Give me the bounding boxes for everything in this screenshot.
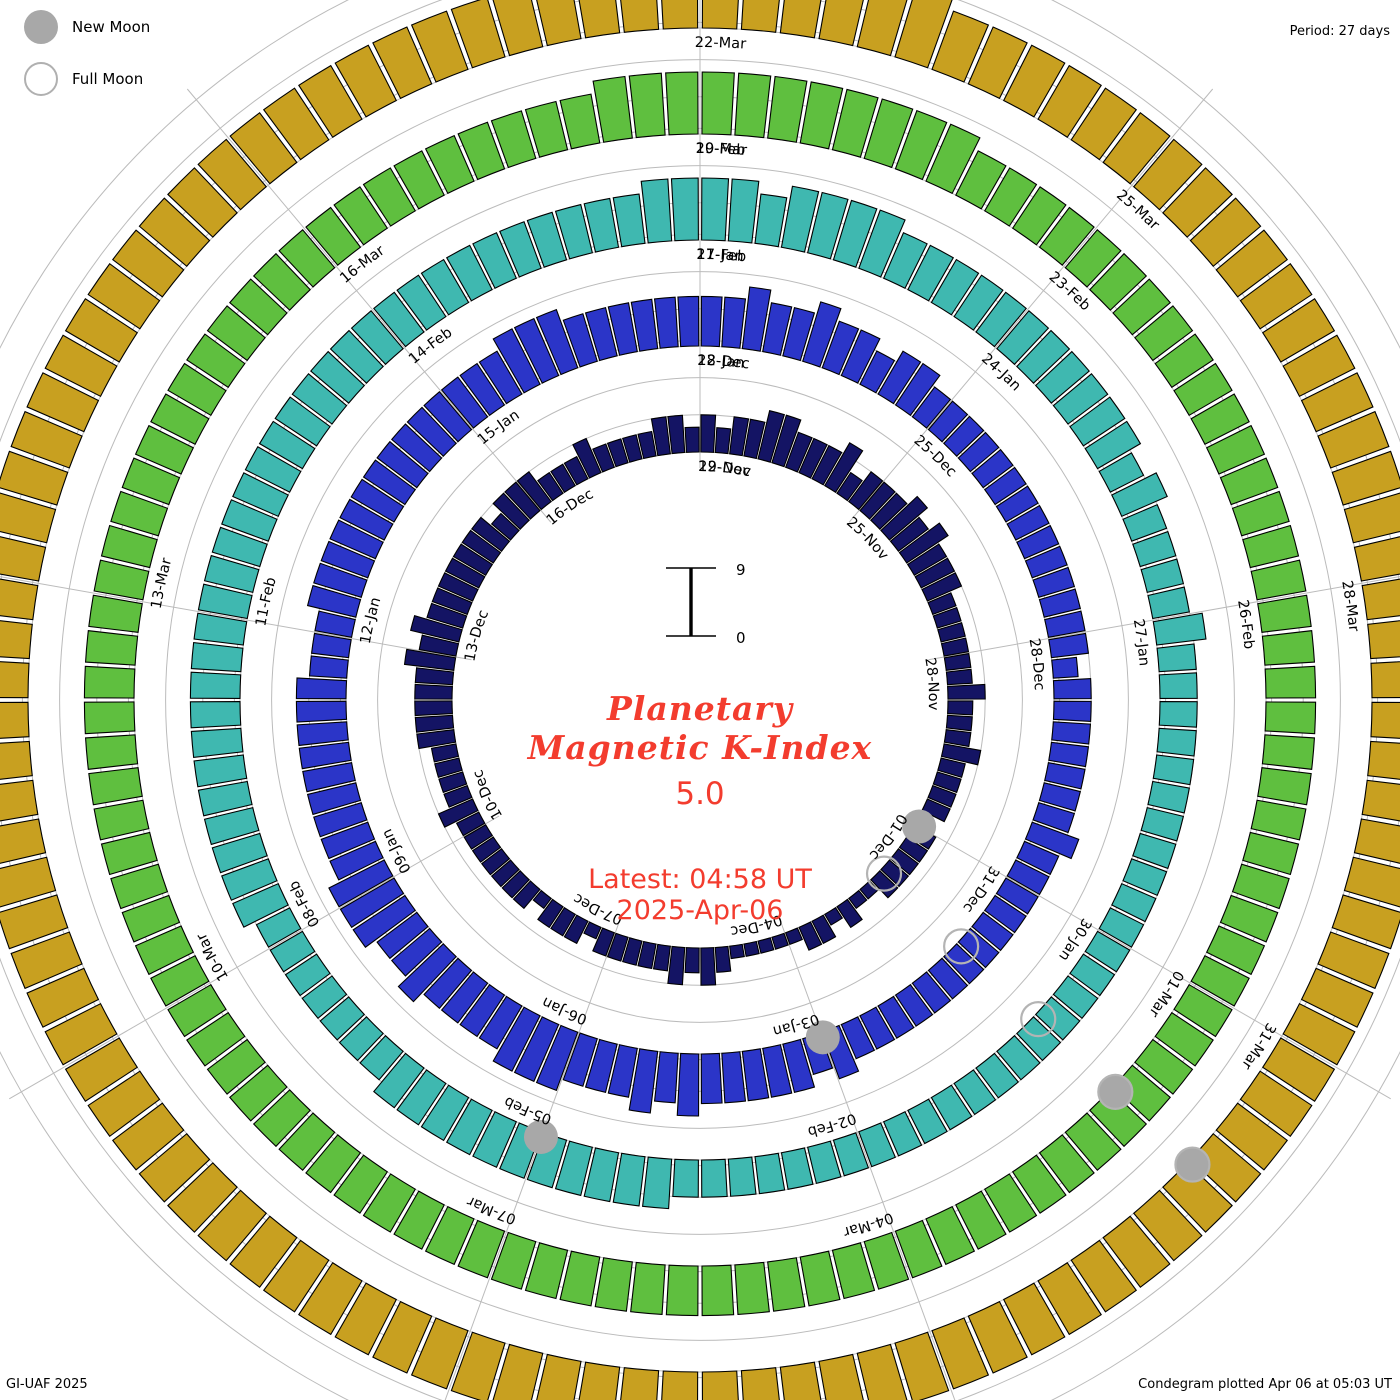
ring-date-label: 22-Mar	[695, 35, 747, 53]
legend-new-moon: New Moon	[24, 10, 150, 44]
moon-phase-markers	[523, 809, 1211, 1183]
center-scale-min: 0	[736, 629, 746, 647]
ring-date-label: 28-Mar	[1338, 579, 1361, 632]
legend-full-moon-label: Full Moon	[72, 70, 144, 88]
new-moon-icon	[24, 10, 58, 44]
ring-date-label: 27-Jan	[1130, 618, 1152, 667]
ring-date-label: 11-Feb	[253, 576, 280, 628]
ring-date-label: 22-Dec	[697, 353, 750, 373]
ring-date-label: 12-Jan	[358, 595, 385, 645]
full-moon-icon	[24, 62, 58, 96]
footer-plot-time: Condegram plotted Apr 06 at 05:03 UT	[1138, 1377, 1392, 1392]
ring-date-label: 22-Nov	[698, 459, 753, 480]
ring-date-label: 04-Dec	[729, 911, 784, 939]
ring-date-label: 17-Feb	[696, 247, 746, 265]
ring-date-label: 13-Mar	[149, 556, 176, 610]
ring-date-label: 19-Dec	[698, 459, 752, 480]
footer-credit: GI-UAF 2025	[6, 1377, 88, 1392]
ring-date-label: 19-Mar	[696, 141, 748, 159]
period-label: Period: 27 days	[1289, 24, 1390, 39]
center-scale-max: 9	[736, 561, 746, 579]
ring-date-label: 20-Feb	[696, 141, 746, 159]
center-scale-bar: 90	[666, 561, 746, 647]
ring-date-label: 26-Feb	[1234, 599, 1257, 650]
outer-scale-tick: 3	[741, 0, 751, 1]
ring-date-label: 18-Jan	[697, 353, 745, 372]
legend-new-moon-label: New Moon	[72, 18, 151, 36]
outer-scale-ticks: 963	[741, 0, 751, 1]
ring-date-label: 21-Jan	[696, 247, 744, 265]
legend-full-moon: Full Moon	[24, 62, 143, 96]
ring-date-label: 28-Dec	[1026, 637, 1047, 691]
ring-date-label: 28-Nov	[921, 656, 941, 711]
